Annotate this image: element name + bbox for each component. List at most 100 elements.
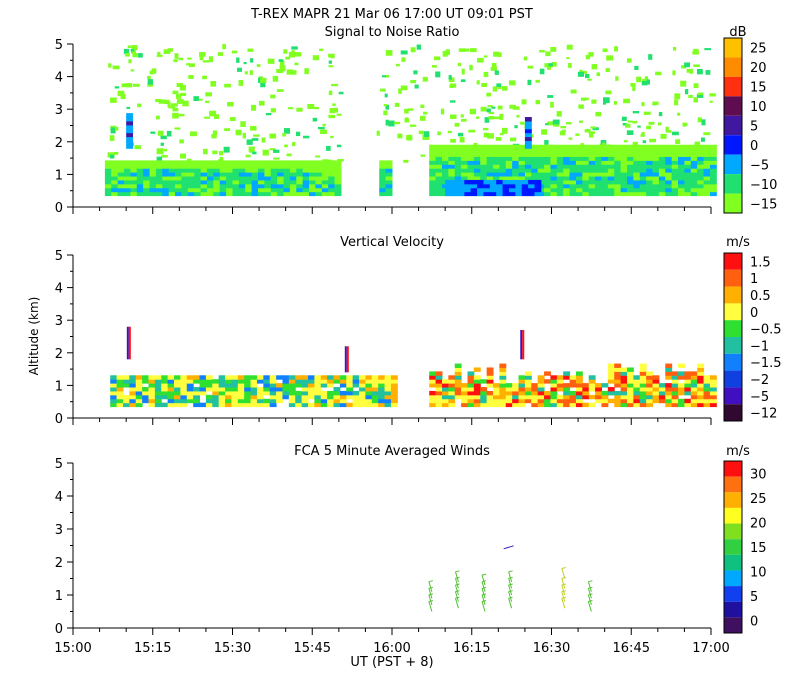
snr-cell [684,164,692,169]
snr-cell [505,144,513,150]
snr-cell [126,140,134,145]
snr-cell [448,148,456,154]
snr-cell [460,118,467,122]
snr-cell [464,179,472,185]
velocity-cell [646,375,654,380]
snr-cell [703,172,711,177]
velocity-cell [110,390,118,396]
colorbar: 1.510.50−0.5−1−1.5−2−5−12m/s [723,235,782,422]
snr-cell [226,168,233,173]
snr-cell [187,57,192,60]
velocity-cell [135,379,143,384]
snr-cell [607,176,615,181]
snr-cell [173,59,178,63]
wind-barb [508,578,513,589]
snr-cell [334,107,339,113]
snr-cell [620,179,628,185]
snr-cell [544,179,551,185]
snr-cell [550,168,558,173]
velocity-cell [522,329,525,360]
snr-cell [518,164,526,169]
snr-cell [613,101,617,105]
colorbar-segment [724,586,742,602]
snr-cell [423,111,428,115]
velocity-cell [658,398,666,404]
velocity-cell [429,398,437,404]
snr-cell [652,191,660,197]
snr-cell [550,101,554,108]
snr-cell [126,113,134,118]
snr-cell [512,148,520,154]
velocity-cell [614,375,622,380]
y-axis-label: Altitude (km) [27,297,41,376]
snr-cell [321,191,329,197]
snr-cell [550,172,558,177]
velocity-cell [441,402,449,408]
velocity-cell [607,379,615,384]
velocity-cell [218,375,226,380]
velocity-cell [314,375,322,380]
snr-cell [678,156,685,161]
snr-cell [420,104,425,108]
snr-cell [277,191,285,197]
snr-cell [622,122,627,126]
snr-cell [615,76,619,81]
snr-cell [431,65,437,68]
snr-cell [505,148,513,154]
snr-cell [429,183,437,189]
snr-cell [563,148,571,154]
snr-cell [678,168,685,173]
snr-cell [690,148,698,154]
velocity-cell [346,394,354,400]
snr-cell [182,100,189,107]
snr-cell [480,168,488,173]
colorbar-segment [724,601,742,618]
snr-cell [205,100,210,104]
snr-cell [550,144,558,150]
velocity-cell [167,379,175,384]
snr-cell [637,125,641,128]
snr-cell [457,191,465,197]
snr-cell [315,176,323,181]
snr-cell [595,179,602,185]
velocity-cell [429,390,437,396]
velocity-cell [269,394,277,400]
snr-cell [544,144,551,150]
snr-cell [684,191,692,197]
snr-cell [429,191,437,197]
velocity-cell [486,379,494,384]
snr-cell [315,172,323,177]
velocity-cell [467,379,475,384]
wind-barb [454,598,459,609]
snr-cell [420,154,426,157]
velocity-cell [684,387,692,392]
snr-cell [697,92,704,96]
velocity-cell [237,383,245,388]
snr-cell [117,172,125,177]
velocity-cell [690,402,698,408]
snr-cell [264,176,272,181]
snr-cell [181,176,189,181]
velocity-cell [269,379,277,384]
snr-cell [302,168,310,173]
velocity-cell [129,383,137,388]
snr-cell [328,168,336,173]
velocity-cell [244,402,252,408]
colorbar-segment [724,57,742,77]
snr-cell [671,191,679,197]
velocity-cell [524,379,532,384]
snr-cell [633,148,641,154]
velocity-cell [665,398,673,404]
snr-cell [709,187,717,193]
snr-cell [296,191,304,197]
snr-cell [283,176,291,181]
snr-cell [502,191,510,197]
velocity-cell [575,375,583,380]
velocity-cell [161,394,169,400]
snr-cell [614,164,622,169]
snr-cell [483,71,489,77]
velocity-cell [174,387,181,392]
velocity-cell [626,367,634,372]
snr-cell [283,49,288,54]
snr-cell [283,187,291,193]
